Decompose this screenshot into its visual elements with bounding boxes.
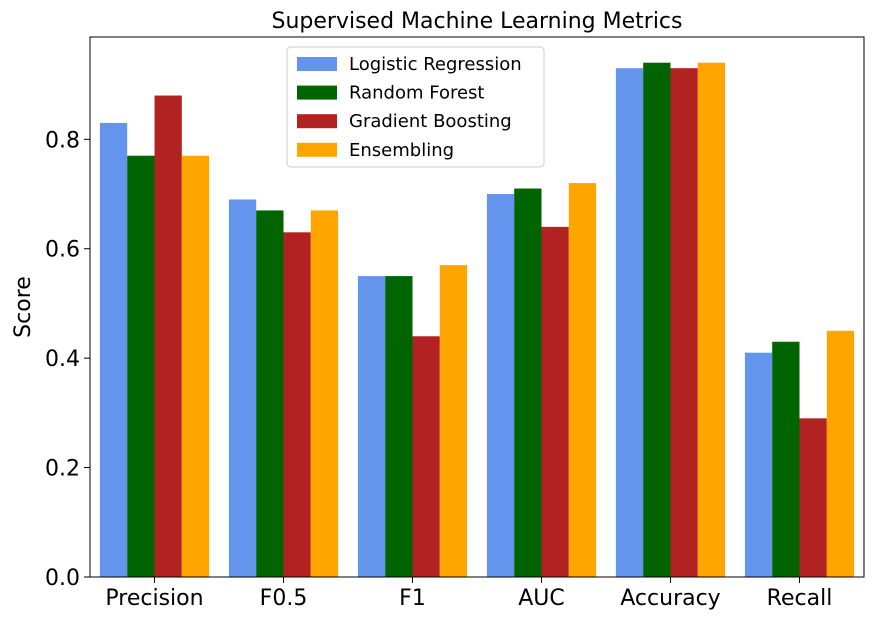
legend-label: Random Forest: [349, 83, 484, 104]
bar-random-forest-recall: [772, 341, 800, 577]
legend: Logistic Regression Random Forest Gradient…: [286, 46, 545, 168]
legend-swatch: [297, 114, 337, 129]
x-tick-label: F0.5: [260, 586, 308, 611]
legend-label: Ensembling: [349, 140, 454, 161]
bar-logistic-regression-f0-5: [228, 199, 257, 577]
bar-random-forest-f0-5: [256, 210, 284, 578]
y-tick-label: 0.8: [45, 128, 80, 153]
x-tick-label: AUC: [518, 586, 565, 611]
bar-ensembling-f1: [439, 265, 468, 577]
bar-random-forest-accuracy: [643, 62, 671, 577]
bar-ensembling-accuracy: [697, 62, 726, 577]
bar-logistic-regression-recall: [744, 352, 773, 577]
bar-gradient-boosting-accuracy: [670, 68, 698, 577]
x-tick-label: Accuracy: [620, 586, 720, 611]
legend-label: Gradient Boosting: [349, 111, 512, 132]
x-tick-label: Recall: [767, 586, 833, 611]
legend-box: [286, 46, 545, 168]
bar-random-forest-precision: [127, 155, 155, 578]
y-tick-label: 0.6: [45, 238, 80, 263]
y-axis-label: Score: [11, 276, 36, 338]
bar-random-forest-auc: [514, 188, 542, 577]
legend-label: Logistic Regression: [349, 54, 522, 75]
bar-logistic-regression-auc: [486, 194, 515, 577]
bar-gradient-boosting-f1: [412, 336, 440, 577]
bar-gradient-boosting-f0-5: [283, 232, 311, 577]
bar-logistic-regression-f1: [357, 276, 386, 577]
bar-logistic-regression-precision: [99, 122, 128, 577]
chart-title: Supervised Machine Learning Metrics: [272, 9, 683, 34]
y-tick-label: 0.4: [45, 347, 80, 372]
bar-ensembling-auc: [568, 183, 597, 577]
bar-logistic-regression-accuracy: [615, 68, 644, 577]
bar-ensembling-precision: [181, 155, 210, 578]
bar-gradient-boosting-precision: [154, 95, 182, 578]
legend-swatch: [297, 57, 337, 71]
y-tick-label: 0.2: [45, 457, 80, 482]
bar-gradient-boosting-recall: [799, 418, 827, 577]
bar-random-forest-f1: [385, 276, 413, 577]
plot-frame: [89, 36, 865, 578]
plot-area: [99, 62, 855, 578]
x-tick-label: F1: [399, 586, 426, 611]
legend-swatch: [297, 85, 337, 100]
bar-ensembling-recall: [826, 330, 855, 577]
bar-gradient-boosting-auc: [541, 226, 569, 577]
y-tick-label: 0.0: [45, 566, 80, 591]
x-tick-label: Precision: [105, 586, 203, 611]
legend-swatch: [297, 142, 337, 157]
axes: 0.0 0.2 0.4 0.6 0.8 Precision F0.5 F1 AUC Accurac…: [45, 36, 865, 611]
bar-ensembling-f0-5: [310, 210, 339, 578]
